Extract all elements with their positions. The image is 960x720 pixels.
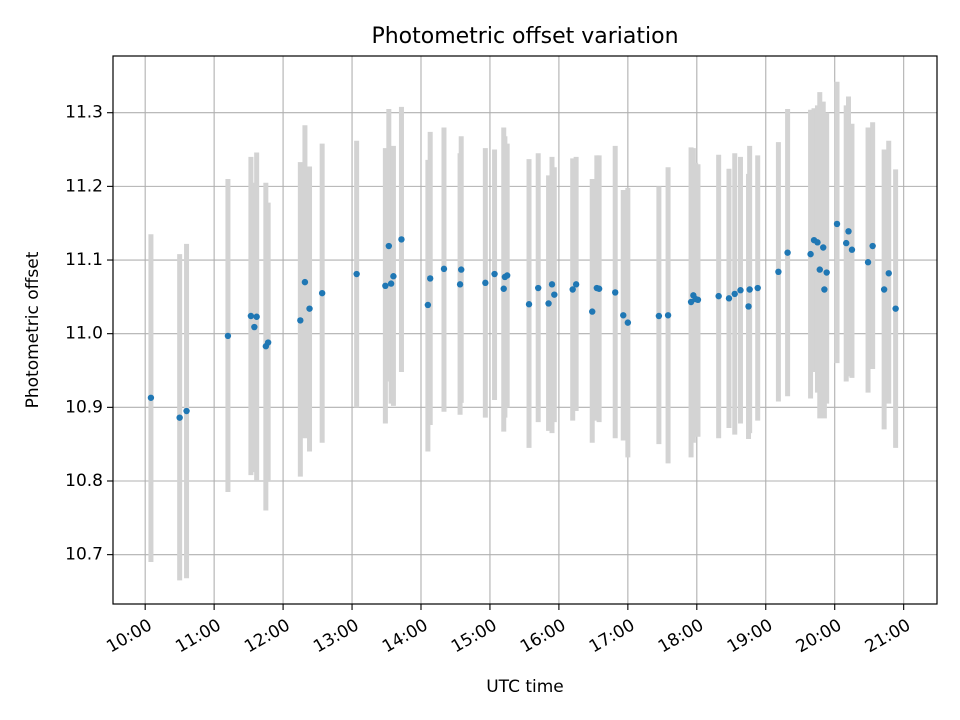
data-point [398, 236, 405, 243]
y-tick-label: 11.3 [65, 103, 103, 123]
data-point [821, 286, 828, 293]
data-point [687, 298, 695, 306]
data-point [715, 292, 722, 300]
data-point [664, 312, 672, 319]
data-point [737, 287, 744, 294]
data-point [823, 269, 830, 276]
data-point [624, 319, 632, 326]
data-point [301, 278, 309, 286]
data-point [482, 279, 489, 287]
data-point [620, 312, 627, 319]
data-point [694, 296, 702, 304]
data-point [745, 303, 752, 310]
data-point [807, 250, 814, 258]
data-point [833, 220, 841, 228]
data-point [318, 289, 326, 297]
data-point [456, 281, 464, 288]
y-tick-label: 11.0 [65, 324, 103, 344]
data-point [775, 268, 782, 276]
data-point [535, 284, 542, 292]
data-point [746, 286, 753, 293]
x-axis-label: UTC time [486, 677, 564, 697]
data-point [569, 286, 576, 293]
data-point [612, 289, 619, 296]
data-point [572, 281, 580, 288]
y-axis-label: Photometric offset [23, 251, 43, 408]
data-point [306, 305, 313, 312]
data-point [247, 312, 255, 320]
data-point [500, 285, 507, 292]
data-point [848, 246, 856, 253]
data-point [754, 284, 761, 292]
data-point [814, 239, 821, 246]
data-point [253, 313, 260, 320]
data-point [176, 414, 183, 421]
y-tick-label: 10.9 [65, 397, 103, 417]
data-point [725, 295, 733, 302]
data-point [424, 301, 432, 309]
data-point [264, 339, 272, 346]
y-tick-label: 10.8 [65, 471, 103, 491]
data-point [820, 244, 827, 251]
data-point [147, 394, 155, 401]
data-point [816, 266, 823, 273]
data-point [224, 332, 232, 340]
y-tick-label: 10.7 [65, 545, 103, 565]
data-point [525, 301, 533, 308]
data-point [892, 305, 899, 312]
data-point [885, 270, 892, 277]
data-point [589, 308, 596, 315]
data-point [845, 228, 852, 235]
data-point [440, 265, 448, 273]
data-point [458, 266, 465, 273]
y-tick-label: 11.1 [65, 250, 103, 270]
data-point [503, 272, 511, 279]
data-point [183, 407, 190, 415]
data-point [390, 273, 397, 280]
chart-title: Photometric offset variation [371, 24, 678, 49]
data-point [251, 323, 258, 331]
data-point [545, 300, 552, 307]
data-point [595, 285, 603, 292]
data-point [864, 259, 872, 266]
data-point [387, 280, 395, 287]
data-points [147, 220, 899, 421]
data-point [353, 270, 360, 278]
data-point [843, 239, 850, 247]
data-point [491, 270, 498, 278]
y-tick-label: 11.2 [65, 176, 103, 196]
data-point [869, 242, 876, 250]
data-point [655, 312, 663, 320]
data-point [426, 275, 434, 282]
data-point [551, 291, 558, 298]
data-point [784, 249, 791, 256]
plot-frame [112, 55, 938, 605]
data-point [385, 242, 393, 250]
data-point [880, 286, 888, 293]
data-point [548, 281, 556, 288]
data-point [382, 282, 389, 290]
data-point [297, 317, 304, 324]
data-point [731, 290, 738, 298]
